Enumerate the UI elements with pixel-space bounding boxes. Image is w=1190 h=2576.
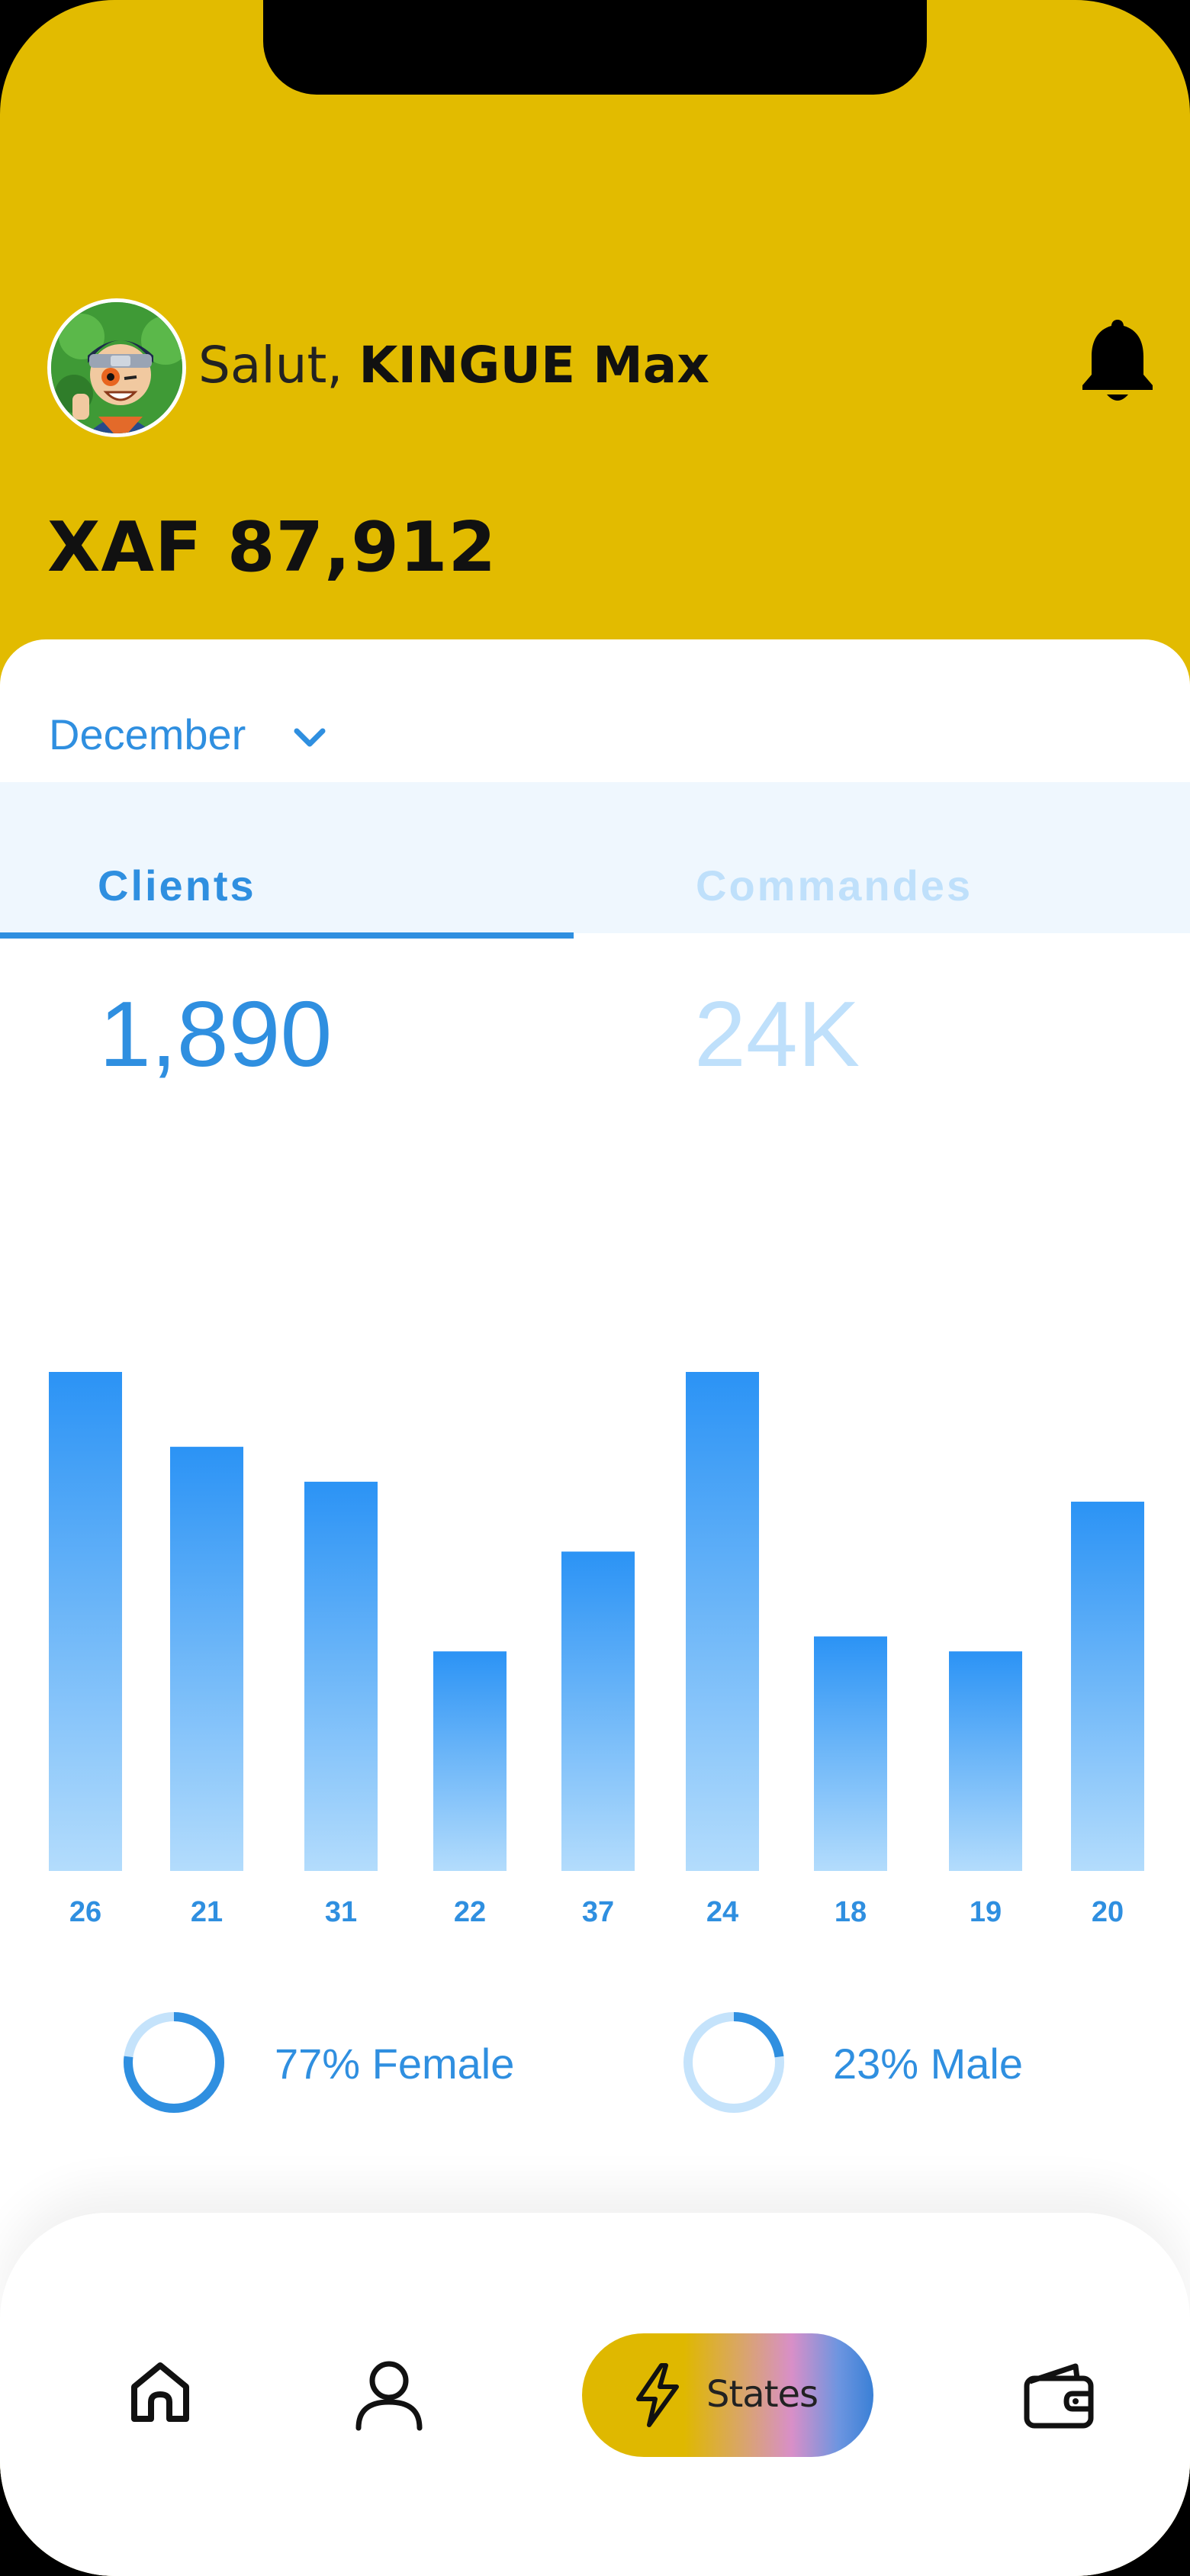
device-notch: [263, 0, 927, 95]
chart-x-tick-label: 31: [325, 1896, 357, 1928]
avatar[interactable]: [47, 298, 186, 437]
greeting-prefix: Salut,: [198, 336, 359, 394]
orders-count: 24K: [694, 982, 860, 1086]
greeting: Salut, KINGUE Max: [198, 336, 709, 394]
bell-icon[interactable]: [1079, 317, 1156, 404]
nav-states-label: States: [706, 2373, 819, 2416]
chart-bar[interactable]: [686, 1372, 759, 1871]
user-name: KINGUE Max: [359, 336, 709, 394]
chart-bar[interactable]: [561, 1551, 635, 1871]
wallet-icon[interactable]: [1022, 2362, 1095, 2430]
chart-bar[interactable]: [433, 1651, 507, 1871]
chart-x-tick-label: 37: [582, 1896, 614, 1928]
ratio-ring-fill: [124, 2012, 224, 2113]
chart-bar[interactable]: [304, 1481, 378, 1871]
chart-x-tick-label: 18: [835, 1896, 867, 1928]
male-ratio-label: 23% Male: [833, 2040, 1024, 2088]
tab-clients[interactable]: Clients: [98, 861, 256, 910]
female-ratio-ring: [124, 2012, 224, 2113]
user-icon[interactable]: [352, 2358, 426, 2431]
chevron-down-icon[interactable]: [292, 725, 327, 751]
clients-count: 1,890: [99, 982, 333, 1086]
chart-x-tick-label: 26: [69, 1896, 101, 1928]
chart-x-tick-label: 19: [970, 1896, 1002, 1928]
chart-bar[interactable]: [1071, 1502, 1144, 1871]
ratio-ring-fill: [683, 2012, 784, 2113]
active-tab-indicator: [0, 932, 574, 939]
tab-commandes[interactable]: Commandes: [696, 861, 973, 910]
nav-states-button[interactable]: States: [582, 2333, 873, 2457]
clients-bar-chart: 26 21 31 22 37 24 18 19 20: [49, 1372, 1144, 1928]
month-selector-label[interactable]: December: [49, 710, 246, 758]
chart-bar[interactable]: [814, 1636, 887, 1871]
chart-x-tick-label: 24: [706, 1896, 738, 1928]
chart-bar[interactable]: [170, 1447, 243, 1871]
tab-bar: [0, 782, 1190, 933]
chart-x-tick-label: 20: [1092, 1896, 1124, 1928]
avatar-image: [51, 302, 182, 433]
chart-bar[interactable]: [949, 1651, 1022, 1871]
chart-bar[interactable]: [49, 1372, 122, 1871]
home-icon[interactable]: [128, 2359, 192, 2425]
chart-x-tick-label: 22: [454, 1896, 486, 1928]
lightning-icon: [636, 2363, 679, 2427]
balance-amount: XAF 87,912: [47, 507, 497, 588]
male-ratio-ring: [683, 2012, 784, 2113]
chart-x-tick-label: 21: [191, 1896, 223, 1928]
female-ratio-label: 77% Female: [275, 2040, 515, 2088]
